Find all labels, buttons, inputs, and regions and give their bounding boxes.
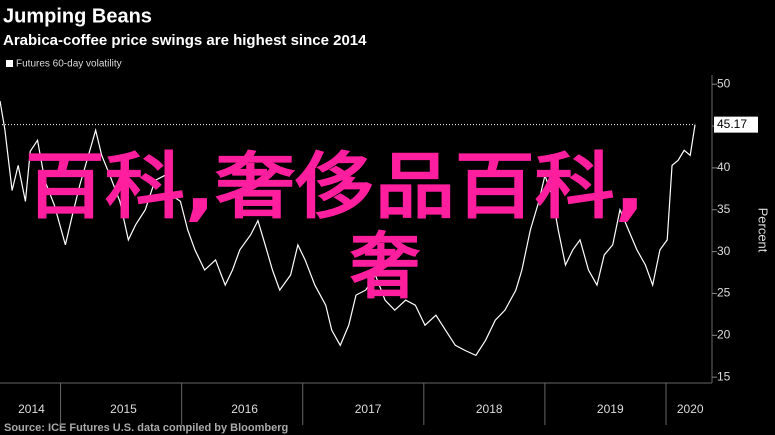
last-value-label: 45.17: [717, 117, 747, 131]
x-tick-label: 2017: [355, 402, 382, 416]
data-line: [0, 100, 696, 357]
y-tick-label: 15: [717, 369, 731, 383]
y-tick-label: 25: [717, 286, 731, 300]
chart-title: Jumping Beans: [3, 5, 152, 27]
legend-swatch: [6, 60, 13, 67]
x-tick-label: 2014: [18, 402, 45, 416]
x-tick-label: 2019: [597, 402, 624, 416]
x-tick-label: 2020: [677, 402, 704, 416]
y-axis-label: Percent: [756, 208, 771, 253]
x-tick-label: 2018: [476, 402, 503, 416]
overlay-text: 奢: [350, 225, 421, 309]
x-tick-label: 2015: [110, 402, 137, 416]
y-tick-label: 40: [717, 160, 731, 174]
y-tick-label: 20: [717, 327, 731, 341]
y-tick-label: 50: [717, 76, 731, 90]
legend-label: Futures 60-day volatility: [16, 59, 122, 70]
source: Source: ICE Futures U.S. data compiled b…: [4, 422, 288, 434]
overlay-text: 百科,奢侈品百科,: [25, 145, 645, 229]
x-tick-label: 2016: [231, 402, 258, 416]
y-tick-label: 30: [717, 244, 731, 258]
y-tick-label: 35: [717, 202, 731, 216]
chart-subtitle: Arabica-coffee price swings are highest …: [3, 32, 367, 49]
last-value-box: [714, 116, 758, 133]
